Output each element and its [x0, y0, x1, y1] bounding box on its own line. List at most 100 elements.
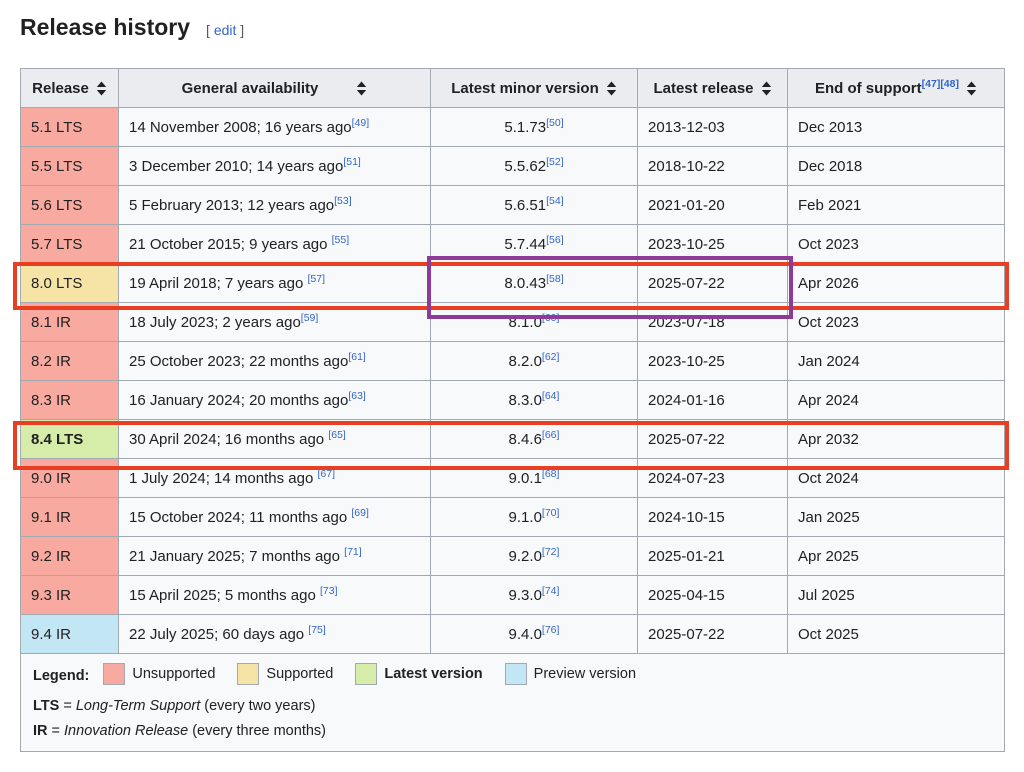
general-availability-text: 19 April 2018; 7 years ago — [129, 274, 308, 292]
latest-minor-version-text: 9.2.0 — [508, 547, 542, 565]
reference-link[interactable]: [63] — [348, 389, 366, 402]
column-header-label: End of support — [814, 79, 922, 97]
column-header-latest-minor-version[interactable]: Latest minor version — [430, 68, 638, 108]
end-of-support-cell: Apr 2026 — [787, 263, 1005, 303]
release-cell: 9.4 IR — [20, 614, 119, 654]
general-availability-text: 25 October 2023; 22 months ago — [129, 352, 349, 370]
general-availability-cell: 22 July 2025; 60 days ago [75] — [118, 614, 431, 654]
latest-minor-version-text: 8.2.0 — [508, 352, 542, 370]
general-availability-cell: 21 October 2015; 9 years ago [55] — [118, 224, 431, 264]
reference-link[interactable]: [56] — [546, 233, 564, 246]
sort-icon — [966, 81, 977, 96]
reference-link[interactable]: [64] — [541, 389, 560, 402]
table-row: 5.7 LTS 21 October 2015; 9 years ago [55… — [20, 224, 1005, 264]
sort-icon — [606, 81, 617, 96]
reference-link[interactable]: [61] — [348, 350, 366, 363]
reference-link[interactable]: [52] — [546, 155, 564, 168]
column-header-end-of-support[interactable]: End of support[47][48] — [787, 68, 1005, 108]
edit-bracket-close: ] — [236, 22, 245, 38]
column-header-latest-release[interactable]: Latest release — [637, 68, 788, 108]
reference-link[interactable]: [50] — [546, 116, 564, 129]
reference-link[interactable]: [60] — [541, 311, 560, 324]
legend-item: Supported — [237, 663, 333, 685]
reference-link[interactable]: [55] — [331, 233, 350, 246]
lts-rest: (every two years) — [200, 698, 316, 714]
end-of-support-cell: Apr 2032 — [787, 419, 1005, 459]
sort-icon — [96, 81, 107, 96]
general-availability-cell: 3 December 2010; 14 years ago[51] — [118, 146, 431, 186]
latest-minor-version-text: 8.1.0 — [508, 313, 542, 331]
release-cell: 9.0 IR — [20, 458, 119, 498]
reference-link[interactable]: [75] — [308, 623, 326, 636]
end-of-support-cell: Dec 2018 — [787, 146, 1005, 186]
reference-link[interactable]: [51] — [343, 155, 361, 168]
latest-release-cell: 2021-01-20 — [637, 185, 788, 225]
ir-abbr: IR — [33, 723, 48, 739]
release-cell: 8.1 IR — [20, 302, 119, 342]
reference-link[interactable]: [53] — [334, 194, 352, 207]
latest-minor-version-text: 8.0.43 — [504, 274, 547, 292]
release-cell: 9.3 IR — [20, 575, 119, 615]
reference-link[interactable]: [58] — [546, 272, 564, 285]
reference-link[interactable]: [68] — [541, 467, 560, 480]
legend-item: Unsupported — [103, 663, 215, 685]
legend-item: Latest version — [355, 663, 483, 685]
general-availability-cell: 5 February 2013; 12 years ago[53] — [118, 185, 431, 225]
reference-link[interactable]: [74] — [541, 584, 560, 597]
latest-minor-version-cell: 5.6.51[54] — [430, 185, 638, 225]
column-header-label: Latest release — [653, 79, 754, 97]
end-of-support-cell: Jan 2024 — [787, 341, 1005, 381]
general-availability-text: 30 April 2024; 16 months ago — [129, 430, 329, 448]
table-row: 9.1 IR 15 October 2024; 11 months ago [6… — [20, 497, 1005, 537]
reference-link[interactable]: [66] — [541, 428, 560, 441]
reference-link[interactable]: [76] — [541, 623, 560, 636]
reference-link[interactable]: [54] — [546, 194, 564, 207]
column-header-label: Release — [32, 79, 89, 97]
column-header-label: General availability — [181, 79, 319, 97]
table-row: 5.6 LTS 5 February 2013; 12 years ago[53… — [20, 185, 1005, 225]
page-title: Release history — [20, 14, 191, 40]
reference-link[interactable]: [49] — [351, 116, 370, 129]
table-row: 8.3 IR 16 January 2024; 20 months ago[63… — [20, 380, 1005, 420]
general-availability-text: 15 April 2025; 5 months ago — [129, 586, 320, 604]
legend-cell: Legend: Unsupported Supported Latest versi… — [20, 653, 1005, 752]
latest-minor-version-cell: 8.2.0[62] — [430, 341, 638, 381]
release-cell: 5.1 LTS — [20, 107, 119, 147]
latest-minor-version-cell: 8.4.6[66] — [430, 419, 638, 459]
reference-link[interactable]: [70] — [541, 506, 560, 519]
end-of-support-cell: Feb 2021 — [787, 185, 1005, 225]
release-history-table: Release General availability Latest mino… — [20, 68, 1005, 752]
edit-link[interactable]: edit — [213, 22, 237, 38]
end-of-support-cell: Oct 2023 — [787, 302, 1005, 342]
general-availability-text: 5 February 2013; 12 years ago — [129, 196, 335, 214]
sort-icon — [761, 81, 772, 96]
reference-link[interactable]: [57] — [307, 272, 325, 285]
reference-link[interactable]: [69] — [351, 506, 369, 519]
end-of-support-cell: Jul 2025 — [787, 575, 1005, 615]
reference-link[interactable]: [71] — [344, 545, 362, 558]
column-header-release[interactable]: Release — [20, 68, 119, 108]
table-row: 9.4 IR 22 July 2025; 60 days ago [75] 9.… — [20, 614, 1005, 654]
reference-link[interactable]: [47][48] — [921, 77, 959, 90]
latest-minor-version-text: 9.3.0 — [508, 586, 542, 604]
table-row: 9.0 IR 1 July 2024; 14 months ago [67] 9… — [20, 458, 1005, 498]
reference-link[interactable]: [59] — [300, 311, 319, 324]
latest-minor-version-cell: 9.3.0[74] — [430, 575, 638, 615]
column-header-general-availability[interactable]: General availability — [118, 68, 431, 108]
end-of-support-cell: Jan 2025 — [787, 497, 1005, 537]
latest-minor-version-text: 5.5.62 — [504, 157, 547, 175]
reference-link[interactable]: [73] — [319, 584, 338, 597]
reference-link[interactable]: [72] — [541, 545, 560, 558]
reference-link[interactable]: [65] — [328, 428, 346, 441]
latest-minor-version-cell: 9.2.0[72] — [430, 536, 638, 576]
general-availability-cell: 30 April 2024; 16 months ago [65] — [118, 419, 431, 459]
reference-link[interactable]: [62] — [541, 350, 560, 363]
general-availability-cell: 19 April 2018; 7 years ago [57] — [118, 263, 431, 303]
column-header-label: Latest minor version — [451, 79, 599, 97]
sort-icon — [356, 81, 367, 96]
table-row: 5.5 LTS 3 December 2010; 14 years ago[51… — [20, 146, 1005, 186]
general-availability-cell: 25 October 2023; 22 months ago[61] — [118, 341, 431, 381]
table-body: 5.1 LTS 14 November 2008; 16 years ago[4… — [20, 107, 1005, 654]
reference-link[interactable]: [67] — [317, 467, 335, 480]
latest-release-cell: 2018-10-22 — [637, 146, 788, 186]
